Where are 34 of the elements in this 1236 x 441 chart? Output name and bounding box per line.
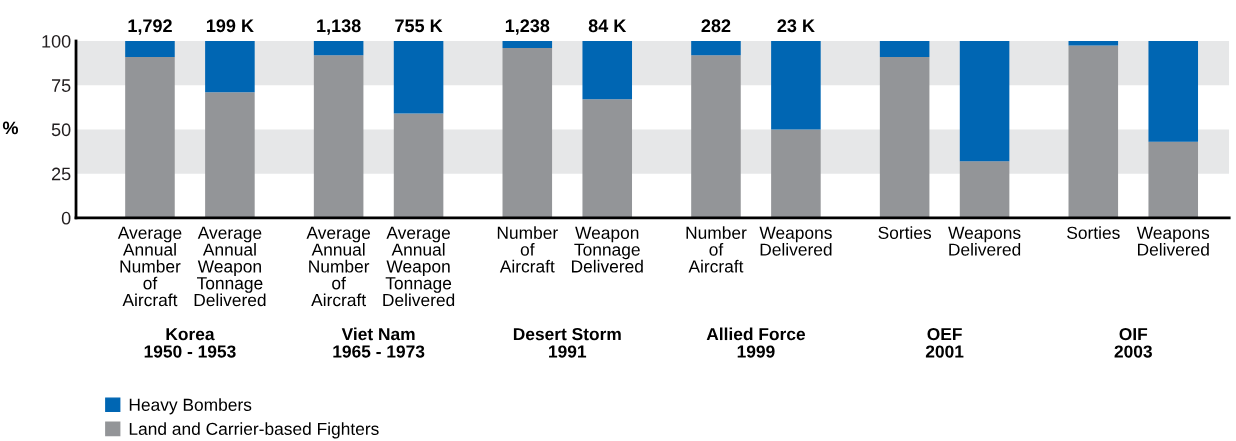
x-tick-label: Sorties (1067, 226, 1120, 239)
text: Desert Storm 1991 (513, 327, 621, 358)
annotation: 199 K (206, 19, 254, 33)
annotation: 84 K (588, 19, 627, 33)
text: Viet Nam 1965 - 1973 (333, 327, 425, 358)
annotation: 755 K (395, 19, 443, 33)
y-tick-label: 100 (42, 34, 71, 48)
x-tick-label: Average Annual Number of Aircraft (306, 226, 371, 307)
x-tick-label: Sorties (878, 226, 932, 239)
text: Allied Force 1999 (706, 327, 806, 358)
text: Korea 1950 - 1953 (144, 328, 236, 358)
text: OEF 2001 (925, 327, 964, 358)
x-tick-label: Number of Aircraft (686, 226, 747, 273)
annotation: 1,238 (505, 19, 550, 35)
x-tick-label: Number of Aircraft (497, 226, 558, 273)
y-tick-label: 50 (51, 123, 71, 137)
x-tick-label: Average Annual Number of Aircraft (117, 226, 182, 307)
text: OIF 2003 (1114, 327, 1152, 358)
x-tick-label: Weapons Delivered (1136, 226, 1210, 256)
annotation: 1,792 (128, 19, 172, 35)
legend-label: Land and Carrier-based Fighters (129, 422, 379, 439)
y-tick-label: 75 (52, 79, 71, 92)
x-tick-label: Average Annual Weapon Tonnage Delivered (194, 226, 266, 307)
annotation: 23 K (777, 19, 815, 33)
x-tick-label: Average Annual Weapon Tonnage Delivered (383, 226, 455, 307)
x-tick-label: Weapons Delivered (759, 226, 832, 256)
y-axis-title: % (2, 121, 19, 135)
annotation: 282 (701, 19, 731, 33)
annotation: 1,138 (317, 19, 361, 35)
legend-label: Heavy Bombers (129, 398, 252, 415)
y-tick-label: 0 (61, 211, 71, 225)
x-tick-label: Weapon Tonnage Delivered (572, 226, 643, 273)
y-tick-label: 25 (51, 167, 71, 181)
x-tick-label: Weapons Delivered (948, 226, 1021, 256)
